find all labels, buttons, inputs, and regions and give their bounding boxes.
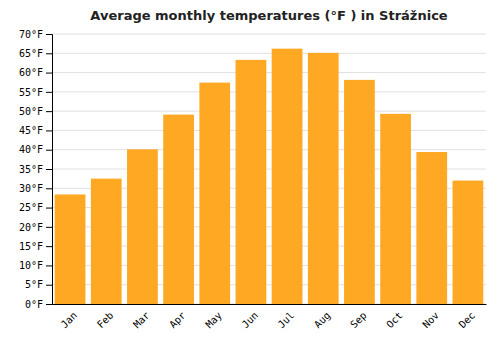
bar <box>163 115 194 304</box>
bars <box>55 49 484 304</box>
grid-line <box>52 111 486 112</box>
tick: Mar <box>131 310 152 331</box>
tick: Aug <box>312 310 333 331</box>
tick-mark <box>46 208 52 209</box>
tick-label: 40°F <box>19 144 43 155</box>
grid-line <box>52 72 486 73</box>
bar <box>272 49 303 304</box>
bar <box>91 179 122 304</box>
tick-label: 45°F <box>19 125 43 136</box>
tick-label: Oct <box>384 310 405 331</box>
bar <box>380 114 411 304</box>
chart: 0°F 5°F 10°F 15°F 20°F 25°F 30°F 35°F 40°F 45°F 50… <box>0 0 500 350</box>
tick: Sep <box>348 310 369 331</box>
tick-label: 55°F <box>19 87 43 98</box>
bar <box>453 181 484 304</box>
tick: 10°F <box>19 260 52 271</box>
tick: May <box>203 310 224 331</box>
grid-line <box>52 130 486 131</box>
tick-label: Jan <box>59 310 80 331</box>
tick: 35°F <box>19 164 52 175</box>
grid-line <box>52 53 486 54</box>
tick: 50°F <box>19 106 52 117</box>
tick: 40°F <box>19 144 52 155</box>
tick-mark <box>46 188 52 189</box>
bar <box>344 80 375 304</box>
tick-label: Dec <box>457 310 478 331</box>
bar <box>236 60 267 304</box>
tick-label: Mar <box>131 310 152 331</box>
tick-label: Sep <box>348 310 369 331</box>
y-axis: 0°F 5°F 10°F 15°F 20°F 25°F 30°F 35°F 40°F 45°F 50… <box>19 29 53 310</box>
title: Average monthly temperatures (°F ) in St… <box>90 8 448 23</box>
axis-line <box>46 35 53 305</box>
axis-line <box>53 304 487 305</box>
tick: 0°F <box>25 299 52 310</box>
bar <box>416 152 447 304</box>
tick: Nov <box>420 310 441 331</box>
tick-mark <box>46 265 52 266</box>
tick-label: Jun <box>240 310 261 331</box>
bar <box>127 149 158 304</box>
tick: 15°F <box>19 241 52 252</box>
tick: Oct <box>384 310 405 331</box>
tick-label: 65°F <box>19 48 43 59</box>
tick-label: 5°F <box>25 279 43 290</box>
tick-label: Feb <box>95 310 116 331</box>
tick-label: 20°F <box>19 222 43 233</box>
tick-label: 60°F <box>19 67 43 78</box>
tick-mark <box>46 92 52 93</box>
tick: 55°F <box>19 87 52 98</box>
tick-label: Jul <box>276 310 297 331</box>
bar <box>55 194 86 304</box>
tick-label: Apr <box>167 310 188 331</box>
tick: Feb <box>95 310 116 331</box>
tick-mark <box>46 169 52 170</box>
tick-mark <box>46 304 52 305</box>
tick: 70°F <box>19 29 52 40</box>
tick-mark <box>46 73 52 74</box>
tick-label: 10°F <box>19 260 43 271</box>
tick-label: 0°F <box>25 299 43 310</box>
tick: Apr <box>167 310 188 331</box>
tick: 20°F <box>19 222 52 233</box>
tick-label: Nov <box>420 310 441 331</box>
tick-label: 30°F <box>19 183 43 194</box>
grid-line <box>52 34 486 35</box>
tick: Dec <box>457 310 478 331</box>
grid-line <box>52 149 486 150</box>
tick: Jul <box>276 310 297 331</box>
tick: 65°F <box>19 48 52 59</box>
x-axis: Jan Feb Mar Apr May Jun Jul Aug Sep Oct Nov Dec <box>53 305 487 331</box>
tick-mark <box>46 130 52 131</box>
tick-label: Aug <box>312 310 333 331</box>
tick: 60°F <box>19 67 52 78</box>
tick: 30°F <box>19 183 52 194</box>
tick: 25°F <box>19 202 52 213</box>
tick: Jun <box>240 310 261 331</box>
tick-mark <box>46 34 52 35</box>
plot: 0°F 5°F 10°F 15°F 20°F 25°F 30°F 35°F 40°F 45°F 50… <box>19 29 487 331</box>
bar <box>199 83 230 304</box>
tick: Jan <box>59 310 80 331</box>
grid <box>52 34 486 304</box>
tick-mark <box>46 150 52 151</box>
tick-label: 35°F <box>19 164 43 175</box>
tick-mark <box>46 227 52 228</box>
tick-label: 25°F <box>19 202 43 213</box>
grid-line <box>52 91 486 92</box>
tick-label: 50°F <box>19 106 43 117</box>
tick: 45°F <box>19 125 52 136</box>
tick-mark <box>46 246 52 247</box>
tick-label: 15°F <box>19 241 43 252</box>
bar <box>308 53 339 304</box>
tick-mark <box>46 285 52 286</box>
tick-label: 70°F <box>19 29 43 40</box>
tick-mark <box>46 53 52 54</box>
tick-label: May <box>203 310 224 331</box>
tick: 5°F <box>25 279 52 290</box>
tick-mark <box>46 111 52 112</box>
